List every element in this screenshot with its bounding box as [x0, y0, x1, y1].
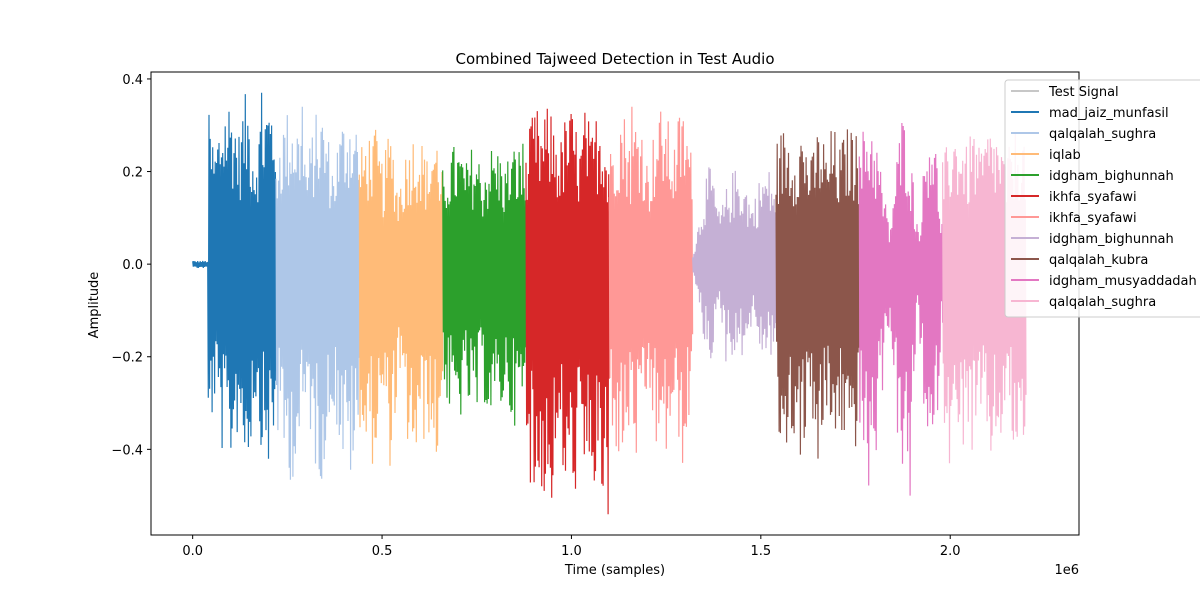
y-tick-label-2: 0.0: [122, 258, 143, 273]
legend-label-1: mad_jaiz_munfasil: [1049, 106, 1169, 121]
series-line-9: [858, 122, 944, 496]
legend-box: [1004, 79, 1200, 318]
legend-label-0: Test Signal: [1048, 85, 1119, 100]
y-tick-label-1: 0.2: [122, 166, 143, 181]
legend-label-5: ikhfa_syafawi: [1049, 190, 1137, 205]
y-tick-label-0: 0.4: [122, 73, 143, 88]
legend-label-10: qalqalah_sughra: [1049, 295, 1156, 310]
x-tick-label-3: 1.5: [750, 544, 771, 559]
series-line-10: [941, 131, 1027, 464]
x-tick-label-0: 0.0: [182, 544, 203, 559]
legend-label-8: qalqalah_kubra: [1049, 253, 1148, 268]
series-line-7: [692, 167, 777, 362]
x-tick-label-1: 0.5: [372, 544, 393, 559]
x-tick-label-2: 1.0: [561, 544, 582, 559]
legend-label-2: qalqalah_sughra: [1049, 127, 1156, 142]
legend-label-7: idgham_bighunnah: [1049, 232, 1174, 247]
series-line-8: [775, 129, 860, 459]
series-line-1: [192, 92, 277, 459]
legend-label-9: idgham_musyaddadah: [1049, 274, 1197, 289]
legend-label-6: ikhfa_syafawi: [1049, 211, 1137, 226]
x-axis-label: Time (samples): [564, 563, 665, 578]
series-line-3: [358, 129, 444, 466]
chart-title: Combined Tajweed Detection in Test Audio: [455, 50, 774, 68]
y-tick-label-4: −0.4: [111, 443, 143, 458]
series-line-6: [608, 106, 694, 463]
series-line-5: [525, 108, 610, 515]
legend-label-4: idgham_bighunnah: [1049, 169, 1174, 184]
x-axis-offset-label: 1e6: [1054, 563, 1079, 578]
y-tick-label-3: −0.2: [111, 351, 143, 366]
series-line-2: [275, 106, 360, 480]
legend-label-3: iqlab: [1049, 148, 1081, 163]
x-tick-label-4: 2.0: [940, 544, 961, 559]
series-line-4: [442, 143, 527, 426]
y-axis-label: Amplitude: [87, 272, 102, 339]
